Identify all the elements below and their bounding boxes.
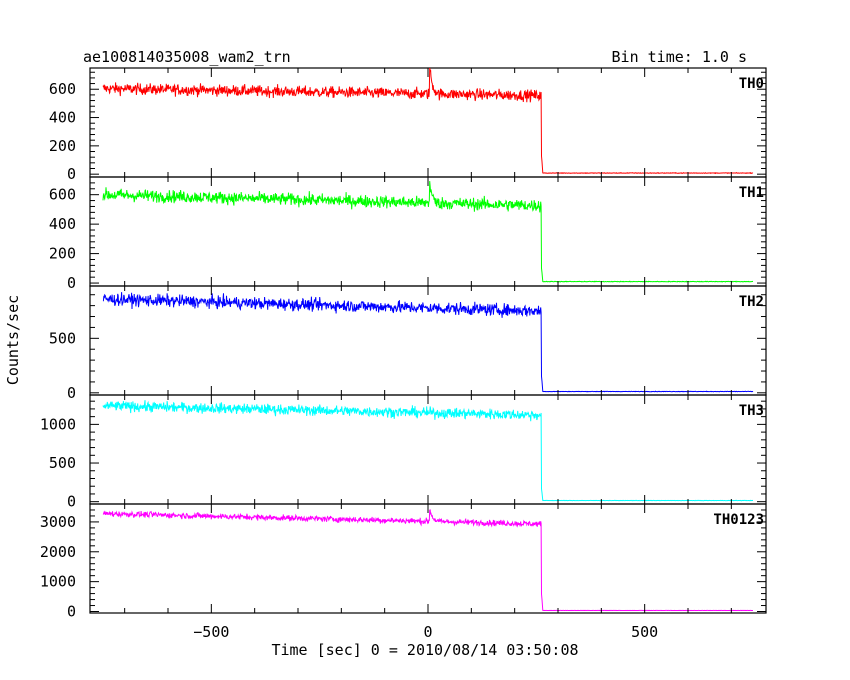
panel-th0123: 0 1000 2000 3000 TH0123 bbox=[40, 503, 767, 621]
y-tick-label: 400 bbox=[49, 215, 76, 233]
panel-th3: 0 500 1000 TH3 bbox=[40, 394, 767, 511]
y-tick-label: 400 bbox=[49, 109, 76, 127]
y-tick-label: 200 bbox=[49, 245, 76, 263]
y-tick-label: 0 bbox=[67, 165, 76, 183]
y-tick-label: 600 bbox=[49, 80, 76, 98]
y-tick-label: 500 bbox=[49, 454, 76, 472]
chart-title: ae100814035008_wam2_trn bbox=[83, 48, 291, 66]
y-tick-label: 0 bbox=[67, 493, 76, 511]
x-tick-label: 0 bbox=[423, 623, 432, 641]
panels-group: 0 200 400 600 TH0 0 200 400 600 TH1 0 500 TH2 0 500 100… bbox=[40, 67, 767, 641]
panel-frame bbox=[89, 67, 767, 178]
x-axis-title: Time [sec] 0 = 2010/08/14 03:50:08 bbox=[271, 641, 578, 659]
panel-frame bbox=[89, 176, 767, 287]
panel-label-th0123: TH0123 bbox=[713, 512, 764, 528]
y-tick-label: 0 bbox=[67, 603, 76, 621]
x-tick-label: −500 bbox=[193, 623, 229, 641]
bin-time-label: Bin time: 1.0 s bbox=[612, 48, 747, 66]
y-tick-label: 1000 bbox=[40, 415, 76, 433]
series-line-th1 bbox=[102, 181, 754, 283]
y-axis-title: Counts/sec bbox=[4, 295, 22, 385]
panel-label-th0: TH0 bbox=[739, 76, 764, 92]
y-tick-label: 200 bbox=[49, 137, 76, 155]
y-tick-label: 600 bbox=[49, 186, 76, 204]
y-tick-label: 2000 bbox=[40, 543, 76, 561]
series-line-th3 bbox=[102, 400, 753, 502]
x-tick-label: 500 bbox=[631, 623, 658, 641]
series-line-th0123 bbox=[102, 509, 753, 612]
panel-th0: 0 200 400 600 TH0 bbox=[49, 67, 767, 183]
series-line-th0 bbox=[102, 67, 754, 175]
panel-label-th1: TH1 bbox=[739, 185, 764, 201]
panel-frame bbox=[89, 503, 767, 614]
panel-th2: 0 500 TH2 bbox=[49, 285, 767, 402]
y-tick-label: 0 bbox=[67, 384, 76, 402]
panel-label-th2: TH2 bbox=[739, 294, 764, 310]
panel-th1: 0 200 400 600 TH1 bbox=[49, 176, 767, 292]
y-tick-label: 500 bbox=[49, 329, 76, 347]
y-tick-label: 0 bbox=[67, 274, 76, 292]
y-tick-label: 3000 bbox=[40, 513, 76, 531]
panel-label-th3: TH3 bbox=[739, 403, 764, 419]
y-tick-label: 1000 bbox=[40, 573, 76, 591]
series-line-th2 bbox=[102, 292, 754, 393]
